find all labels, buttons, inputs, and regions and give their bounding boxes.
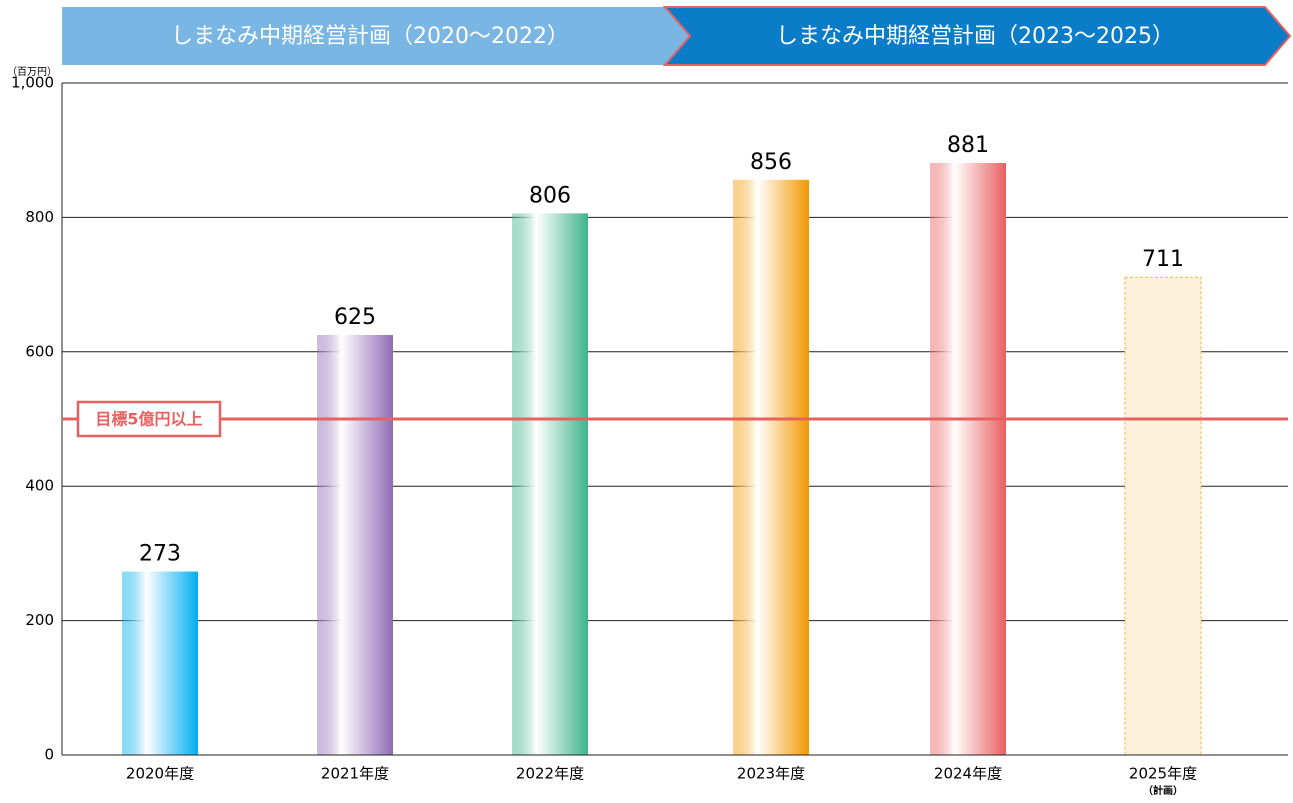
bar — [930, 162, 1006, 755]
unit-label: （百万円） — [7, 66, 57, 78]
x-tick-label: 2023年度 — [737, 765, 805, 783]
target-label-box — [76, 400, 222, 438]
bar — [122, 571, 198, 755]
x-tick-label: 2020年度 — [126, 765, 194, 783]
y-tick-label: 400 — [25, 477, 54, 495]
banner-right — [662, 6, 1292, 66]
banner-left — [62, 7, 690, 65]
banner-left-text: しまなみ中期経営計画（2020〜2022） — [171, 24, 569, 49]
bar — [317, 335, 393, 755]
bar — [512, 213, 588, 756]
bar — [1124, 276, 1202, 756]
bar — [733, 179, 809, 755]
value-label: 806 — [529, 183, 571, 208]
y-tick-label: 800 — [25, 208, 54, 226]
x-tick-label: 2025年度 — [1129, 765, 1197, 783]
y-tick-label: 0 — [44, 746, 54, 764]
value-label: 711 — [1142, 247, 1184, 272]
value-label: 856 — [750, 150, 792, 175]
x-tick-label: 2024年度 — [934, 765, 1002, 783]
x-tick-label: 2022年度 — [516, 765, 584, 783]
value-label: 625 — [334, 305, 376, 330]
target-label: 目標5億円以上 — [95, 410, 202, 429]
x-tick-label: 2021年度 — [321, 765, 389, 783]
y-tick-label: 1,000 — [11, 74, 54, 92]
value-label: 881 — [947, 133, 989, 158]
y-tick-label: 200 — [25, 611, 54, 629]
y-tick-label: 600 — [25, 342, 54, 360]
planned-note: （計画） — [1143, 784, 1183, 797]
banner-right-text: しまなみ中期経営計画（2023〜2025） — [776, 24, 1174, 49]
value-label: 273 — [139, 542, 181, 567]
